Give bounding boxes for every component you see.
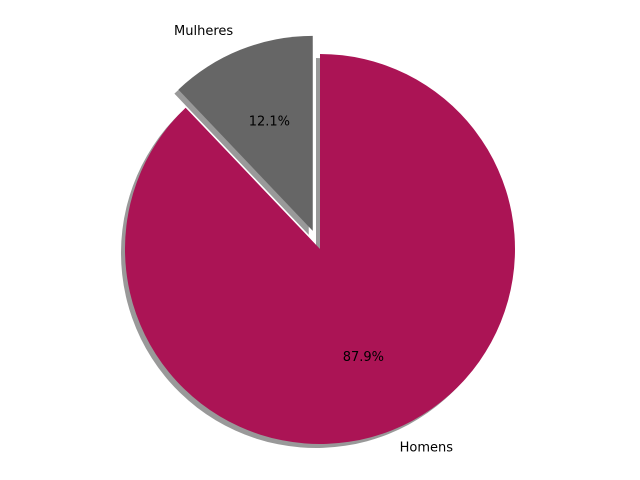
percent-label-mulheres: 12.1% bbox=[249, 115, 290, 130]
pie-labels: Homens 87.9% Mulheres 12.1% bbox=[174, 24, 453, 456]
slice-label-homens: Homens bbox=[400, 441, 454, 456]
pie-slice-mulheres bbox=[178, 35, 313, 231]
pie-slices bbox=[124, 35, 515, 444]
slice-label-mulheres: Mulheres bbox=[174, 24, 233, 39]
percent-label-homens: 87.9% bbox=[343, 350, 384, 365]
pie-slice-homens bbox=[124, 54, 515, 444]
